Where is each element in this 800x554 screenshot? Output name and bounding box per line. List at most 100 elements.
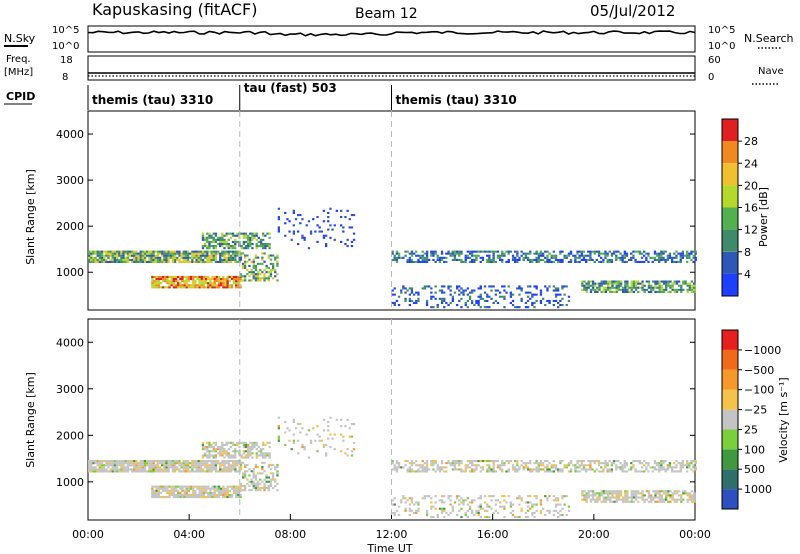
power-cell [150,254,153,257]
velocity-cell [456,497,459,500]
velocity-cell [632,460,635,463]
power-cell [511,293,515,296]
velocity-cell [410,460,414,463]
velocity-cell [391,503,394,506]
velocity-cell [162,489,165,492]
power-cell [539,291,543,294]
power-cell [479,256,482,259]
velocity-cell [225,450,228,453]
velocity-cell [170,493,173,496]
velocity-cell [252,487,255,490]
power-cell [209,284,212,287]
velocity-cell [425,514,429,517]
power-cell [214,234,217,237]
velocity-cell [257,454,260,457]
velocity-cell [576,466,579,469]
power-cell [438,256,442,259]
power-cell [492,250,495,253]
velocity-cell [477,505,480,508]
power-cell [650,290,653,293]
power-cell [204,238,207,241]
power-cell [490,289,493,292]
velocity-cell [105,464,108,467]
power-cell [546,289,549,292]
velocity-cell [172,485,175,488]
velocity-cell [105,468,108,471]
power-cell [421,250,424,253]
velocity-cell [219,470,222,473]
velocity-cell [660,460,663,463]
power-cell [430,297,433,300]
power-cell [206,258,209,261]
power-cell [181,280,184,283]
velocity-cell [415,501,418,504]
colorbar-tick-label: 20 [744,179,758,192]
velocity-cell [647,462,650,465]
power-cell [191,256,194,259]
velocity-cell [669,494,672,497]
velocity-cell [574,464,577,467]
power-cell [222,278,225,281]
velocity-cell [682,490,685,493]
velocity-cell [221,450,224,453]
power-cell [274,258,277,261]
velocity-cell [251,443,254,446]
velocity-cell [643,498,646,501]
power-cell [256,256,260,259]
velocity-cell [464,464,467,467]
velocity-cell [212,462,215,465]
power-cell [552,254,555,257]
velocity-cell [201,443,205,446]
power-cell [666,254,669,257]
power-cell [410,291,414,294]
velocity-cell [436,466,439,469]
power-cell [554,258,558,261]
power-cell [202,282,206,285]
power-cell [176,258,179,261]
velocity-cell [325,454,328,457]
power-cell [421,287,424,290]
power-cell [408,299,411,302]
velocity-cell [155,496,158,499]
power-cell [206,256,209,259]
velocity-cell [182,468,185,471]
power-cell [391,289,394,292]
velocity-cell [94,462,97,465]
power-cell [640,260,644,263]
velocity-cell [397,514,401,517]
power-cell [559,299,562,302]
velocity-cell [421,470,424,473]
power-cell [430,250,433,253]
velocity-cell [673,500,676,503]
velocity-cell [688,462,691,465]
power-cell [537,256,540,259]
power-cell [153,286,156,289]
velocity-cell [417,501,420,504]
power-cell [658,282,661,285]
velocity-cell [621,468,624,471]
velocity-cell [150,462,153,465]
power-cell [272,254,275,257]
power-cell [231,247,235,250]
velocity-cell [151,485,154,488]
power-cell [269,271,273,274]
power-cell [460,306,463,309]
power-cell [598,284,601,287]
power-cell [208,236,211,239]
velocity-cell [655,468,659,471]
power-cell [251,232,254,235]
velocity-cell [327,420,330,423]
power-cell [254,269,258,272]
velocity-cell [248,484,251,487]
power-cell [259,262,262,265]
power-cell [257,236,260,239]
power-cell [244,279,247,282]
velocity-cell [252,470,255,473]
velocity-cell [137,462,140,465]
velocity-cell [406,460,409,463]
velocity-cell [209,487,212,490]
velocity-cell [174,464,177,467]
velocity-cell [186,466,190,469]
velocity-cell [267,463,270,466]
velocity-cell [227,441,230,444]
